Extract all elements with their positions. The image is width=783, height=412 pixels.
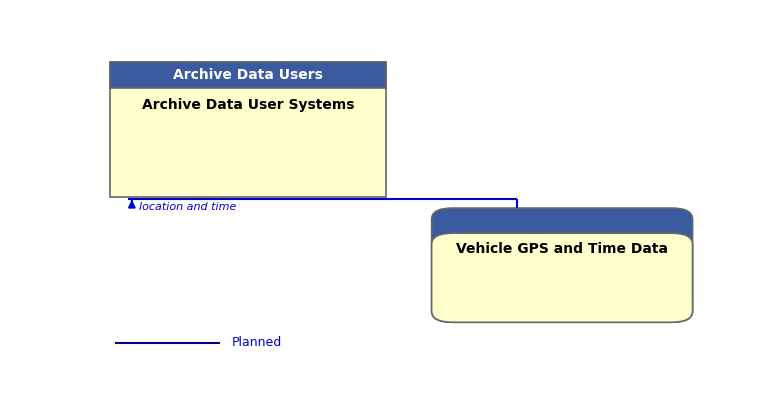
Text: Archive Data User Systems: Archive Data User Systems xyxy=(142,98,355,112)
Text: Archive Data Users: Archive Data Users xyxy=(173,68,323,82)
Text: Vehicle GPS and Time Data: Vehicle GPS and Time Data xyxy=(456,242,668,256)
Bar xyxy=(110,62,386,88)
Text: location and time: location and time xyxy=(139,202,236,212)
Text: Planned: Planned xyxy=(232,336,282,349)
FancyBboxPatch shape xyxy=(431,233,693,322)
Bar xyxy=(110,62,386,197)
FancyBboxPatch shape xyxy=(431,208,693,322)
